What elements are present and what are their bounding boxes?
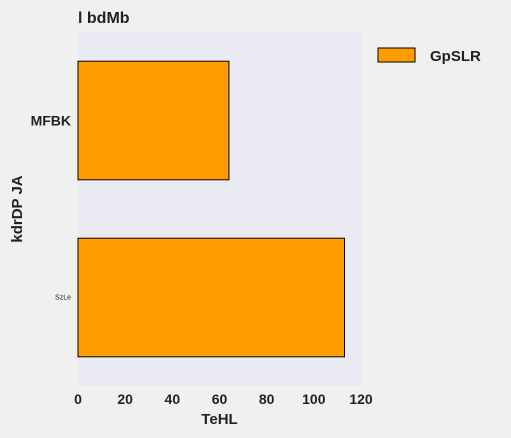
- chart-title: l bdMb: [78, 10, 130, 27]
- bars-group: [77, 60, 345, 358]
- y-tick-label: SzLe: [55, 295, 71, 302]
- x-tick-labels: 0 20 40 60 80 100 120: [74, 391, 373, 407]
- bar-mfbk: [77, 60, 230, 181]
- y-tick-labels: MFBK SzLe: [31, 113, 72, 302]
- y-tick-label: MFBK: [31, 113, 71, 129]
- x-tick-label: 80: [259, 391, 275, 407]
- x-tick-label: 60: [212, 391, 228, 407]
- legend-swatch: [377, 47, 416, 63]
- x-tick-label: 0: [74, 391, 82, 407]
- bar-szle: [77, 237, 345, 358]
- x-axis-label: TeHL: [201, 411, 237, 428]
- x-tick-label: 20: [117, 391, 133, 407]
- x-tick-label: 120: [349, 391, 373, 407]
- x-tick-label: 100: [302, 391, 326, 407]
- x-tick-label: 40: [165, 391, 181, 407]
- legend: GpSLR: [377, 47, 481, 65]
- y-axis-label: kdrDP JA: [9, 175, 26, 242]
- legend-label: GpSLR: [430, 48, 481, 65]
